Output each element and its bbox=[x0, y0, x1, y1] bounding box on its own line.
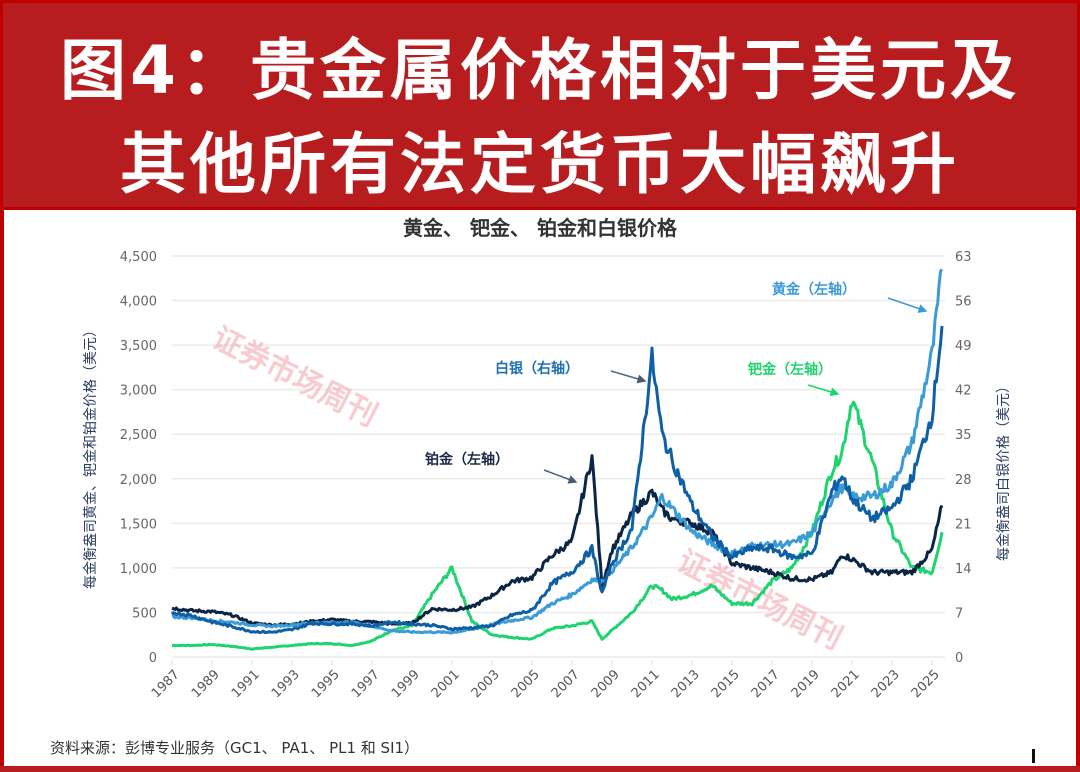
title-banner: 图4：贵金属价格相对于美元及 其他所有法定货币大幅飙升 bbox=[3, 3, 1077, 210]
right-tick-label: 42 bbox=[955, 384, 972, 399]
arrow-platinum bbox=[543, 469, 578, 484]
x-tick-label: 2015 bbox=[709, 667, 743, 701]
annotation-palladium: 钯金（左轴） bbox=[747, 361, 832, 378]
x-tick-label: 2005 bbox=[509, 667, 543, 701]
right-tick-label: 7 bbox=[955, 606, 963, 621]
palladium-line bbox=[171, 400, 944, 651]
x-tick-label: 2009 bbox=[589, 667, 623, 701]
left-tick-label: 3,500 bbox=[120, 339, 157, 354]
left-tick-label: 0 bbox=[149, 651, 157, 666]
silver-line bbox=[170, 325, 944, 635]
arrow-palladium bbox=[807, 384, 840, 397]
series-lines bbox=[170, 268, 944, 651]
x-tick-label: 2017 bbox=[749, 667, 783, 701]
left-axis-ticks: 0 500 1,000 1,500 2,000 2,500 3,000 3,500 4,000 4… bbox=[120, 250, 157, 666]
left-tick-label: 4,000 bbox=[120, 295, 157, 310]
x-tick-label: 2025 bbox=[909, 667, 943, 701]
x-tick-label: 1993 bbox=[269, 667, 303, 701]
right-tick-label: 21 bbox=[955, 517, 972, 532]
gridlines bbox=[172, 255, 945, 658]
arrow-silver bbox=[610, 370, 647, 384]
left-axis-label: 每金衡盎司黄金、钯金和铂金价格（美元） bbox=[82, 323, 99, 589]
x-tick-label: 2003 bbox=[469, 667, 503, 701]
annotations: 黄金（左轴） 白银（右轴） 铂金（左轴） 钯金（左轴） bbox=[425, 281, 928, 484]
arrow-gold bbox=[887, 297, 928, 313]
x-tick-label: 2001 bbox=[429, 667, 463, 701]
x-tick-label: 1987 bbox=[149, 667, 183, 701]
x-tick-label: 2011 bbox=[629, 667, 663, 701]
x-tick-label: 2019 bbox=[789, 667, 823, 701]
banner-title-line-2: 其他所有法定货币大幅飙升 bbox=[120, 126, 960, 203]
x-tick-label: 1997 bbox=[349, 667, 383, 701]
bottom-border bbox=[0, 766, 1080, 772]
banner-title-line-1: 图4：贵金属价格相对于美元及 bbox=[60, 32, 1020, 109]
source-note: 资料来源：彭博专业服务（GC1、 PA1、 PL1 和 SI1） bbox=[50, 739, 420, 757]
x-tick-label: 1995 bbox=[309, 667, 343, 701]
right-axis-ticks: 0 7 14 21 28 35 42 49 56 63 bbox=[955, 250, 972, 666]
x-tick-label: 1999 bbox=[389, 667, 423, 701]
x-tick-label: 1991 bbox=[229, 667, 263, 701]
annotation-silver: 白银（右轴） bbox=[495, 360, 579, 377]
left-tick-label: 2,000 bbox=[120, 473, 157, 488]
right-tick-label: 63 bbox=[955, 250, 972, 265]
gold-line bbox=[171, 268, 944, 635]
right-tick-label: 49 bbox=[955, 339, 972, 354]
right-axis-label: 每金衡盎司白银价格（美元） bbox=[996, 379, 1012, 561]
text-cursor-mark bbox=[1032, 749, 1035, 763]
x-tick-label: 2007 bbox=[549, 667, 583, 701]
x-tick-label: 2021 bbox=[829, 667, 863, 701]
left-tick-label: 1,000 bbox=[120, 562, 157, 577]
left-tick-label: 4,500 bbox=[120, 250, 157, 265]
annotation-gold: 黄金（左轴） bbox=[772, 281, 856, 298]
x-tick-label: 1989 bbox=[189, 667, 223, 701]
right-tick-label: 35 bbox=[955, 428, 972, 443]
x-axis-ticks: 1987 1989 1991 1993 1995 1997 1999 2001 2003 2005… bbox=[149, 660, 943, 701]
watermark-text-2: 证券市场周刊 bbox=[671, 544, 847, 657]
chart-panel bbox=[4, 210, 1076, 766]
watermark-text-1: 证券市场周刊 bbox=[206, 321, 382, 434]
left-tick-label: 2,500 bbox=[120, 428, 157, 443]
right-tick-label: 28 bbox=[955, 473, 972, 488]
chart-title: 黄金、 钯金、 铂金和白银价格 bbox=[403, 216, 678, 240]
platinum-line bbox=[171, 454, 944, 628]
left-tick-label: 1,500 bbox=[120, 517, 157, 532]
right-tick-label: 14 bbox=[955, 562, 972, 577]
left-tick-label: 500 bbox=[132, 606, 157, 621]
x-tick-label: 2023 bbox=[869, 667, 903, 701]
left-tick-label: 3,000 bbox=[120, 384, 157, 399]
right-tick-label: 56 bbox=[955, 295, 972, 310]
right-tick-label: 0 bbox=[955, 651, 963, 666]
x-tick-label: 2013 bbox=[669, 667, 703, 701]
annotation-platinum: 铂金（左轴） bbox=[425, 451, 509, 468]
